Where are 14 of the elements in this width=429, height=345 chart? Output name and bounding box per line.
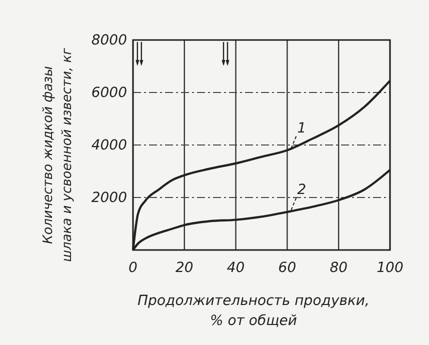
series-label: 2: [297, 182, 306, 198]
series-label: 1: [297, 120, 306, 136]
x-tick-label: 100: [376, 260, 404, 276]
y-tick-label: 6000: [91, 84, 128, 101]
x-tick-label: 0: [128, 260, 138, 276]
x-tick-label: 20: [175, 260, 194, 276]
y-tick-label: 8000: [91, 32, 128, 48]
x-tick-label: 60: [278, 260, 296, 276]
y-axis-title: Количество жидкой фазы шлака и усвоенной извести, кг: [41, 48, 75, 262]
y-tick-label: 4000: [91, 137, 128, 154]
x-tick-label: 80: [330, 260, 348, 276]
x-axis-title: Продолжительность продувки, % от общей: [138, 293, 370, 329]
y-tick-label: 2000: [91, 190, 128, 206]
x-tick-label: 40: [226, 260, 245, 276]
